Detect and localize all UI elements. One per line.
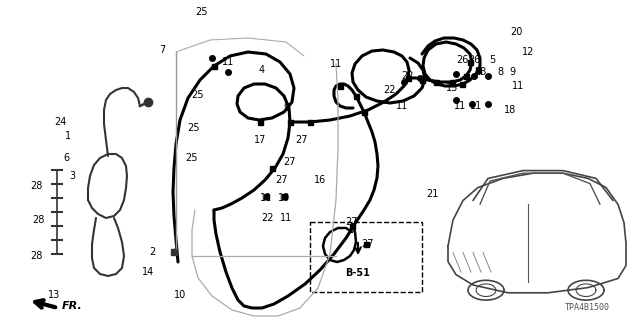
Bar [433,79,438,84]
Text: 11: 11 [396,101,408,111]
Bar [406,76,410,81]
Text: 11: 11 [512,81,524,91]
Bar [264,194,269,198]
Text: 25: 25 [192,90,204,100]
Text: 15: 15 [446,83,458,93]
Bar [257,119,262,124]
Text: 27: 27 [284,157,296,167]
Text: 26: 26 [468,55,480,65]
Text: 28: 28 [30,251,42,261]
Bar [337,84,342,89]
Text: 22: 22 [262,213,275,223]
Bar [362,109,367,115]
Text: 22: 22 [384,85,396,95]
Bar [449,79,454,84]
Text: 11: 11 [454,101,466,111]
Bar [467,60,472,65]
Text: FR.: FR. [62,301,83,311]
Text: 11: 11 [470,101,482,111]
Text: 22: 22 [402,71,414,81]
Text: 14: 14 [142,267,154,277]
Text: 13: 13 [48,290,60,300]
Bar [282,194,287,198]
Text: 9: 9 [509,67,515,77]
Text: 11: 11 [222,57,234,67]
Text: 4: 4 [259,65,265,75]
Text: 8: 8 [497,67,503,77]
Text: 7: 7 [159,45,165,55]
Text: 6: 6 [63,153,69,163]
Bar [460,82,465,86]
Text: 27: 27 [346,217,358,227]
Text: 18: 18 [504,105,516,115]
Text: TPA4B1500: TPA4B1500 [565,303,610,312]
Bar [269,165,275,171]
Text: 11: 11 [280,213,292,223]
Text: 2: 2 [149,247,155,257]
Text: 12: 12 [522,47,534,57]
Bar [364,242,369,246]
Text: 5: 5 [489,55,495,65]
Text: 27: 27 [276,175,288,185]
Text: 19: 19 [278,193,290,203]
Bar [419,77,424,83]
Bar [211,63,216,68]
Bar [463,74,468,78]
Text: 1: 1 [65,131,71,141]
Text: 11: 11 [330,59,342,69]
Text: 27: 27 [362,239,374,249]
Bar [287,119,292,124]
Text: 10: 10 [174,290,186,300]
Text: 27: 27 [296,135,308,145]
Text: 24: 24 [54,117,66,127]
Text: 11: 11 [260,193,272,203]
Text: B-51: B-51 [346,268,371,278]
Text: 28: 28 [30,181,42,191]
Text: 21: 21 [426,189,438,199]
Bar [307,119,312,124]
Text: 3: 3 [69,171,75,181]
Text: 26: 26 [456,55,468,65]
Text: 25: 25 [196,7,208,17]
Text: 20: 20 [510,27,522,37]
Text: 17: 17 [254,135,266,145]
Bar [353,93,358,99]
Text: 25: 25 [186,153,198,163]
Bar [349,223,355,228]
Text: 25: 25 [188,123,200,133]
Bar [476,68,481,73]
Bar [310,222,422,292]
Text: 23: 23 [474,67,486,77]
Text: 9: 9 [283,103,289,113]
Text: 16: 16 [314,175,326,185]
Text: 28: 28 [32,215,44,225]
